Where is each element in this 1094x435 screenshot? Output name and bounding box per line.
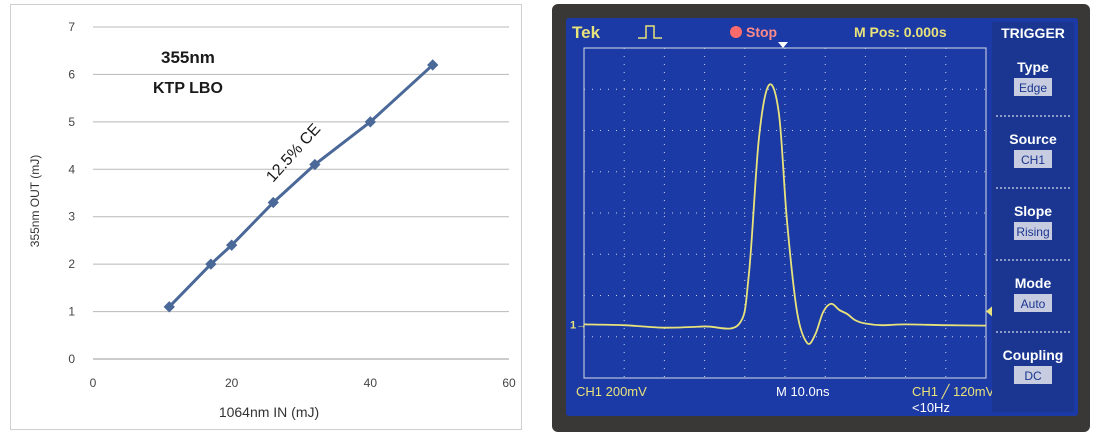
channel-1-marker: 1→ [570,319,587,331]
trigger-menu-item-value: Rising [1016,225,1049,239]
y-tick-label: 3 [68,210,75,224]
chart-series [163,59,439,313]
trigger-menu-item-label[interactable]: Mode [1015,275,1052,291]
series-line [168,63,434,308]
y-tick-labels: 0 1 2 3 4 5 6 7 [68,20,75,366]
trigger-menu-item-label[interactable]: Slope [1014,203,1052,219]
x-tick-label: 20 [225,376,239,390]
trigger-menu-item-value: Edge [1019,81,1047,95]
data-point [267,196,279,209]
y-tick-label: 0 [68,352,75,366]
chart-annotation-slope: 12.5% CE [263,121,324,186]
chart-grid [93,26,509,360]
oscilloscope-frame: Tek Stop M Pos: 0.000s 1→ CH1 200mV M 10… [552,4,1090,432]
trigger-menu-title: TRIGGER [1001,25,1065,41]
trigger-readout: CH1 ╱ 120mV [912,383,995,400]
trigger-menu-item-value-box[interactable] [1014,78,1052,96]
trigger-frequency: <10Hz [912,400,950,415]
graticule [584,48,986,378]
y-tick-label: 7 [68,20,75,34]
x-tick-labels: 0 20 40 60 [90,376,516,390]
oscilloscope-display: Tek Stop M Pos: 0.000s 1→ CH1 200mV M 10… [570,22,1074,415]
trigger-menu-item-label[interactable]: Coupling [1003,347,1064,363]
trigger-menu-item-value-box[interactable] [1014,294,1052,312]
y-axis-label: 355nm OUT (mJ) [28,155,42,247]
scope-mpos: M Pos: 0.000s [854,24,947,40]
y-tick-label: 2 [68,257,75,271]
waveform-trace [583,83,987,345]
data-point [226,239,238,251]
trigger-position-marker [778,42,788,48]
y-tick-label: 6 [68,67,75,81]
oscilloscope-screen: Tek Stop M Pos: 0.000s 1→ CH1 200mV M 10… [566,18,1078,416]
trigger-menu-item-value: Auto [1021,297,1046,311]
chart-annotation-subtitle: KTP LBO [153,80,223,97]
x-tick-label: 0 [90,376,97,390]
trigger-menu-item-label[interactable]: Type [1017,59,1049,75]
x-tick-label: 60 [502,376,516,390]
trigger-menu-item-value: DC [1024,369,1042,383]
trigger-menu-item-label[interactable]: Source [1009,131,1057,147]
trigger-menu-item-value-box[interactable] [1014,366,1052,384]
data-point [205,258,217,270]
timebase-readout: M 10.0ns [776,384,830,399]
y-tick-label: 4 [68,162,75,176]
trigger-menu-item-value-box[interactable] [1014,150,1052,168]
y-tick-label: 1 [68,305,75,319]
scope-status: Stop [746,24,777,40]
trigger-menu-item-value-box[interactable] [1014,222,1052,240]
data-point [309,158,321,171]
stop-indicator-icon [730,26,742,38]
data-point [163,301,175,313]
x-tick-label: 40 [364,376,378,390]
x-axis-label: 1064nm IN (mJ) [219,404,319,420]
acquisition-pulse-icon [638,25,662,39]
trigger-menu: Type Edge Source CH1 Slope Rising Mode Auto Coup… [996,59,1070,384]
trigger-menu-item-value: CH1 [1021,153,1045,167]
ch1-scale-readout: CH1 200mV [576,384,647,399]
chart-annotation-title: 355nm [161,48,215,67]
trigger-level-marker [986,306,992,317]
scope-brand: Tek [572,23,601,42]
y-tick-label: 5 [68,115,75,129]
